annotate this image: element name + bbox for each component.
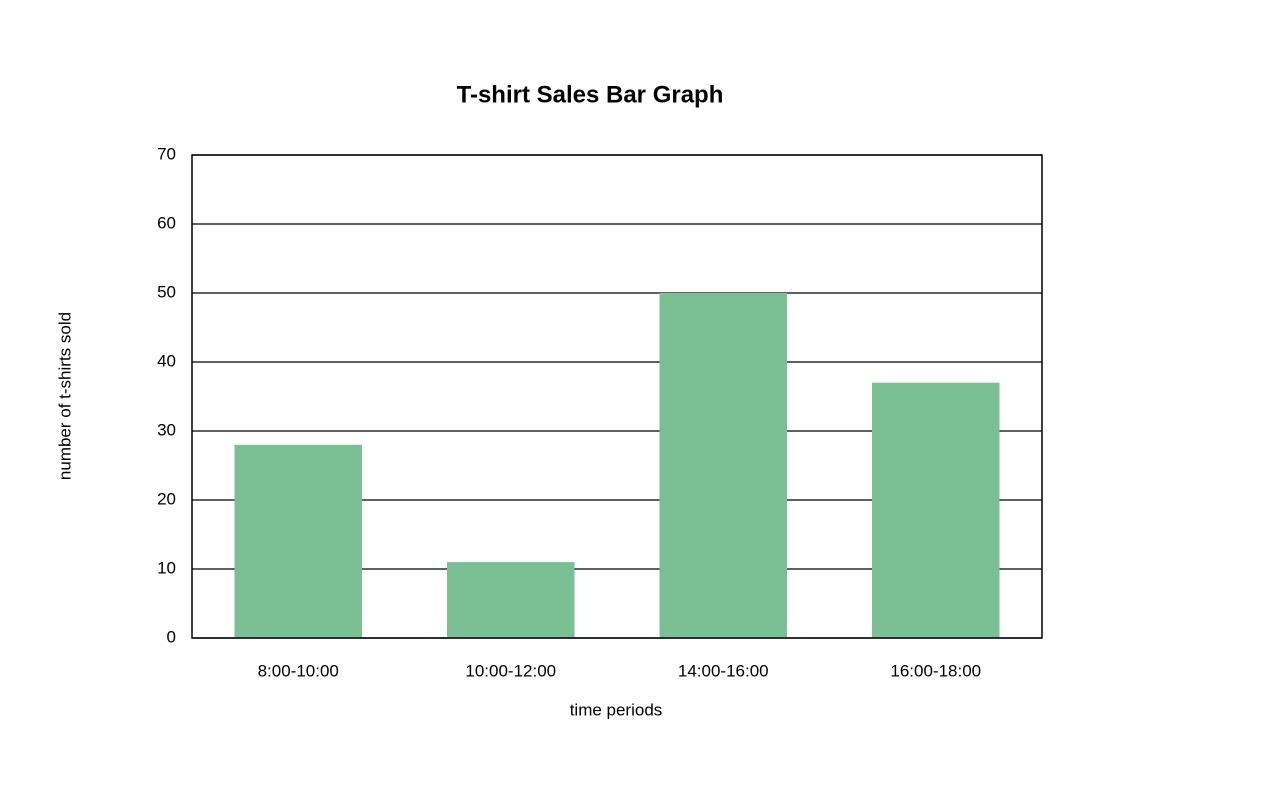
y-tick-label: 60 <box>157 213 176 232</box>
x-axis-label: time periods <box>570 700 663 719</box>
y-tick-label: 70 <box>157 144 176 163</box>
x-tick-label: 8:00-10:00 <box>258 661 339 680</box>
y-tick-label: 0 <box>167 627 176 646</box>
bar <box>872 382 1000 638</box>
y-tick-label: 40 <box>157 351 176 370</box>
chart-title: T-shirt Sales Bar Graph <box>457 81 724 108</box>
y-axis-label: number of t-shirts sold <box>55 312 74 480</box>
bar <box>659 293 787 638</box>
plot-frame <box>191 154 1043 639</box>
y-tick-label: 10 <box>157 558 176 577</box>
x-tick-label: 16:00-18:00 <box>890 661 981 680</box>
y-tick-label: 50 <box>157 282 176 301</box>
bar <box>234 444 362 638</box>
y-tick-label: 30 <box>157 420 176 439</box>
y-tick-label: 20 <box>157 489 176 508</box>
x-tick-label: 10:00-12:00 <box>465 661 556 680</box>
x-tick-label: 14:00-16:00 <box>678 661 769 680</box>
bar <box>447 562 575 638</box>
